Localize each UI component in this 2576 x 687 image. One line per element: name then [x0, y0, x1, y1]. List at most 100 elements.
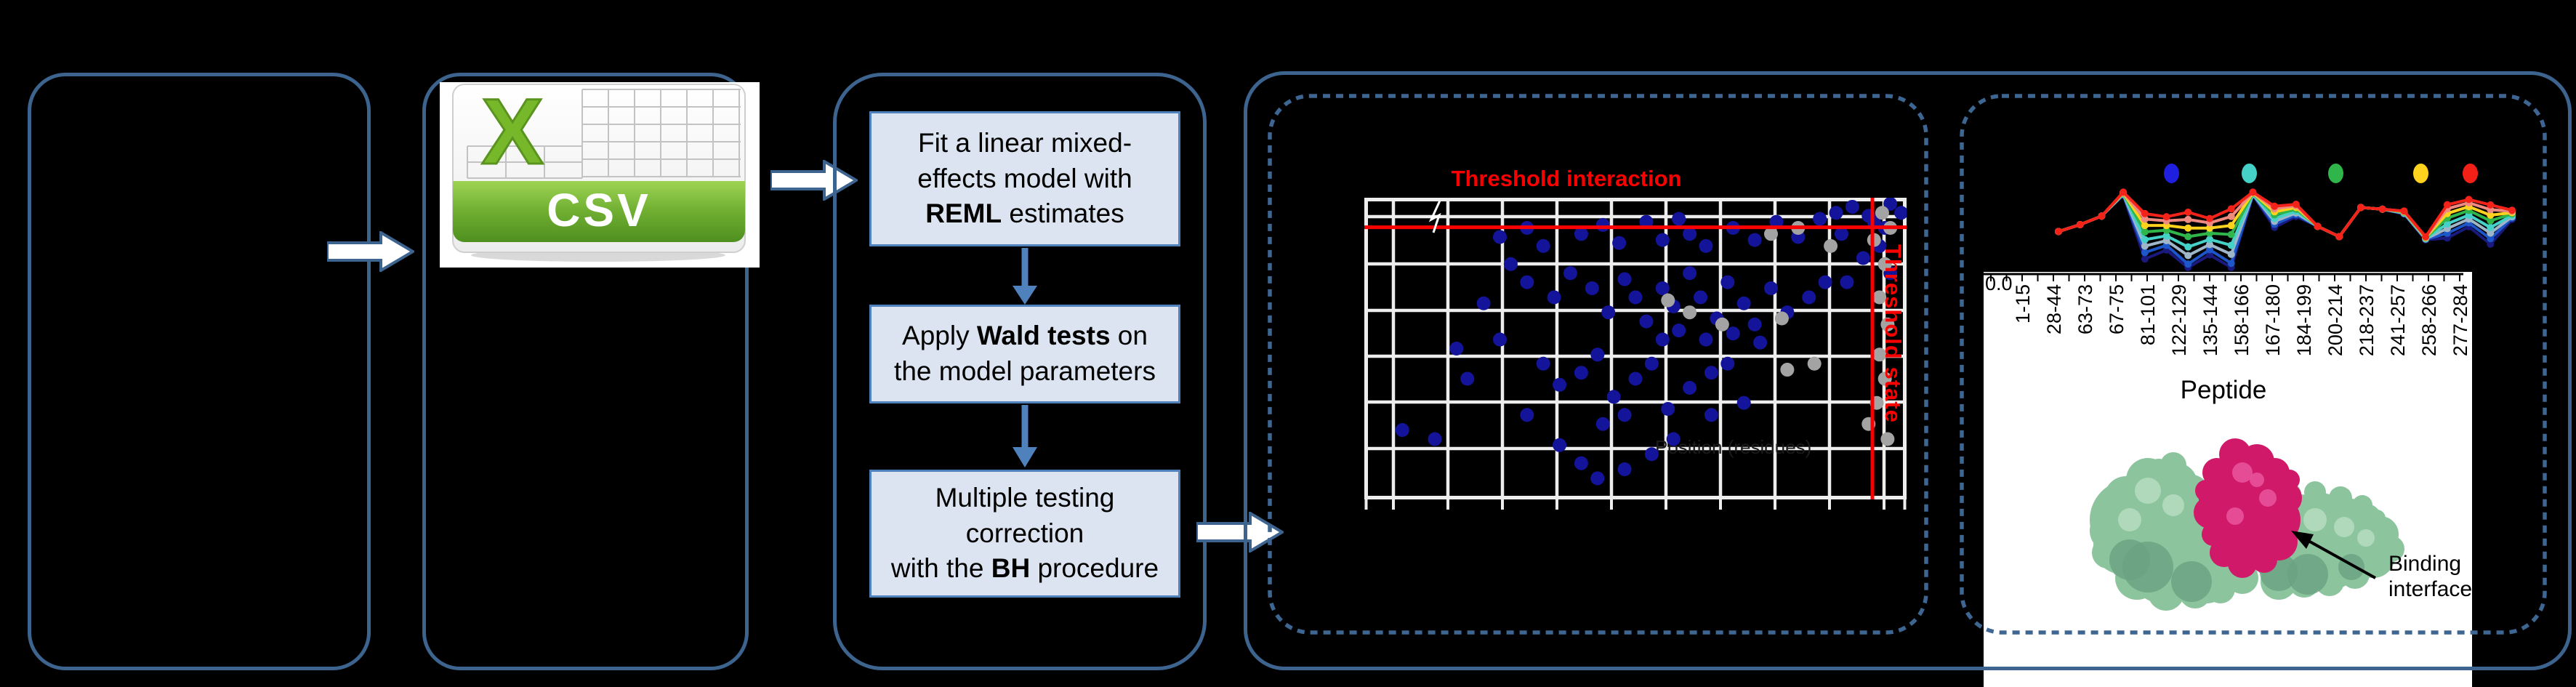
peptide-surface-highlight	[2259, 489, 2277, 507]
scatter-point-gray	[1872, 347, 1887, 362]
protein-surface	[2304, 481, 2326, 503]
protein-surface	[2368, 510, 2386, 527]
scatter-point-blue	[1694, 290, 1708, 305]
scatter-point-gray	[1764, 227, 1778, 241]
series-red-marker	[2443, 201, 2451, 209]
scatter-point-blue	[1590, 347, 1605, 362]
protein-surface	[2147, 459, 2170, 482]
peptide-surface	[2251, 547, 2277, 573]
peptide-surface-highlight	[2250, 473, 2264, 487]
flow-step-3: Multiple testing correction with the BH …	[869, 470, 1180, 598]
scatter-point-blue	[1628, 290, 1643, 305]
scatter-point-blue	[1536, 238, 1550, 253]
panel-box-1	[28, 73, 371, 670]
scatter-point-blue	[1829, 206, 1843, 220]
scatter-gridlines	[1364, 198, 1907, 510]
scatter-point-blue	[1639, 214, 1654, 229]
series-steel-marker	[2206, 241, 2213, 249]
flow-step-2: Apply Wald tests on the model parameters	[869, 305, 1180, 403]
series-cyan-marker	[2487, 223, 2495, 231]
legend-dot-2	[2242, 164, 2257, 183]
scatter-point-gray	[1824, 238, 1838, 253]
peptide-surface	[2270, 482, 2302, 514]
series-green-marker	[2141, 228, 2149, 236]
scatter-point-blue	[1753, 335, 1768, 350]
protein-surface	[2352, 495, 2372, 515]
series-red-marker	[2292, 201, 2300, 209]
scatter-point-blue	[1617, 272, 1632, 286]
peptide-plot-axis-area: 0.0 1-15 28-44 63-73 67-75 81-101 122-129 135-…	[1984, 272, 2472, 687]
faint-axis-label: Position (residues)	[1655, 436, 1811, 458]
scatter-point-blue	[1683, 227, 1697, 241]
scatter-point-blue	[1655, 281, 1670, 295]
peptide-line-chart	[2055, 188, 2516, 271]
csv-file-icon: X CSV	[440, 82, 760, 268]
series-blue-marker	[2206, 246, 2213, 254]
scatter-point-gray	[1880, 432, 1895, 446]
scatter-point-blue	[1601, 305, 1616, 320]
series-cyan-marker	[2141, 236, 2149, 244]
protein-surface-highlight	[2118, 508, 2141, 531]
series-cyan-marker	[2227, 241, 2235, 249]
scatter-point-blue	[1493, 230, 1507, 244]
series-red-marker	[2378, 205, 2386, 213]
scatter-point-blue	[1655, 332, 1670, 347]
scatter-point-gray	[1780, 363, 1795, 377]
protein-surface-highlight	[2303, 508, 2327, 531]
series-salmon-marker	[2184, 215, 2192, 223]
scatter-point-blue	[1655, 233, 1670, 247]
scatter-point-blue	[1769, 214, 1784, 229]
scatter-point-blue	[1644, 447, 1659, 462]
series-red-marker	[2227, 205, 2235, 213]
series-navy-marker	[2206, 251, 2213, 259]
scatter-point-blue	[1574, 227, 1588, 241]
scatter-point-blue	[1617, 462, 1632, 476]
protein-surface-shade	[2287, 554, 2328, 595]
scatter-plot: Position (residues)	[1364, 198, 1907, 510]
protein-structure-image	[2090, 438, 2404, 611]
scatter-point-blue	[1726, 326, 1740, 341]
scatter-point-blue	[1747, 233, 1762, 247]
scatter-point-gray	[1661, 293, 1675, 308]
series-cyan-line	[2058, 190, 2513, 249]
scatter-point-blue	[1574, 366, 1588, 380]
series-green-marker	[2184, 233, 2192, 241]
series-yellow-line	[2058, 190, 2513, 240]
peptide-x-axis	[1984, 273, 2463, 281]
y-axis-tick-0: 0.0	[1985, 273, 2013, 294]
scatter-point-blue	[1612, 236, 1627, 250]
scatter-point-blue	[1699, 238, 1713, 253]
scatter-point-blue	[1856, 251, 1870, 265]
scatter-point-blue	[1428, 432, 1442, 446]
series-yellow-marker	[2141, 222, 2149, 230]
legend-dot-5	[2463, 164, 2478, 183]
series-steel-line	[2058, 191, 2513, 257]
series-red-marker	[2076, 221, 2084, 228]
scatter-point-blue	[1672, 212, 1686, 226]
series-red-marker	[2465, 196, 2473, 204]
scatter-point-blue	[1590, 471, 1605, 486]
dashed-box-peptide	[1960, 94, 2547, 635]
series-green-line	[2058, 190, 2513, 241]
flow-step-1-line1: Fit a linear mixed-	[917, 127, 1132, 158]
scatter-point-blue	[1553, 438, 1567, 452]
scatter-point-blue	[1595, 417, 1610, 431]
series-red-marker	[2141, 209, 2149, 217]
legend-dot-4	[2413, 164, 2428, 183]
scatter-point-blue	[1704, 408, 1718, 422]
series-red-line	[2058, 190, 2513, 239]
scatter-point-blue	[1606, 390, 1621, 404]
binding-interface-label: Binding interface	[2388, 552, 2472, 602]
peptide-surface	[2202, 458, 2231, 487]
series-red-marker	[2120, 188, 2128, 196]
peptide-surface	[2202, 523, 2225, 546]
flow-step-1: Fit a linear mixed- effects model with R…	[869, 111, 1180, 246]
protein-surface-highlight	[2135, 478, 2161, 504]
scatter-point-blue	[1666, 432, 1681, 446]
scatter-point-gray	[1872, 290, 1887, 305]
scatter-point-blue	[1536, 356, 1550, 371]
scatter-point-blue	[1813, 212, 1827, 226]
scatter-point-blue	[1476, 296, 1491, 310]
peptide-surface	[2194, 497, 2226, 529]
